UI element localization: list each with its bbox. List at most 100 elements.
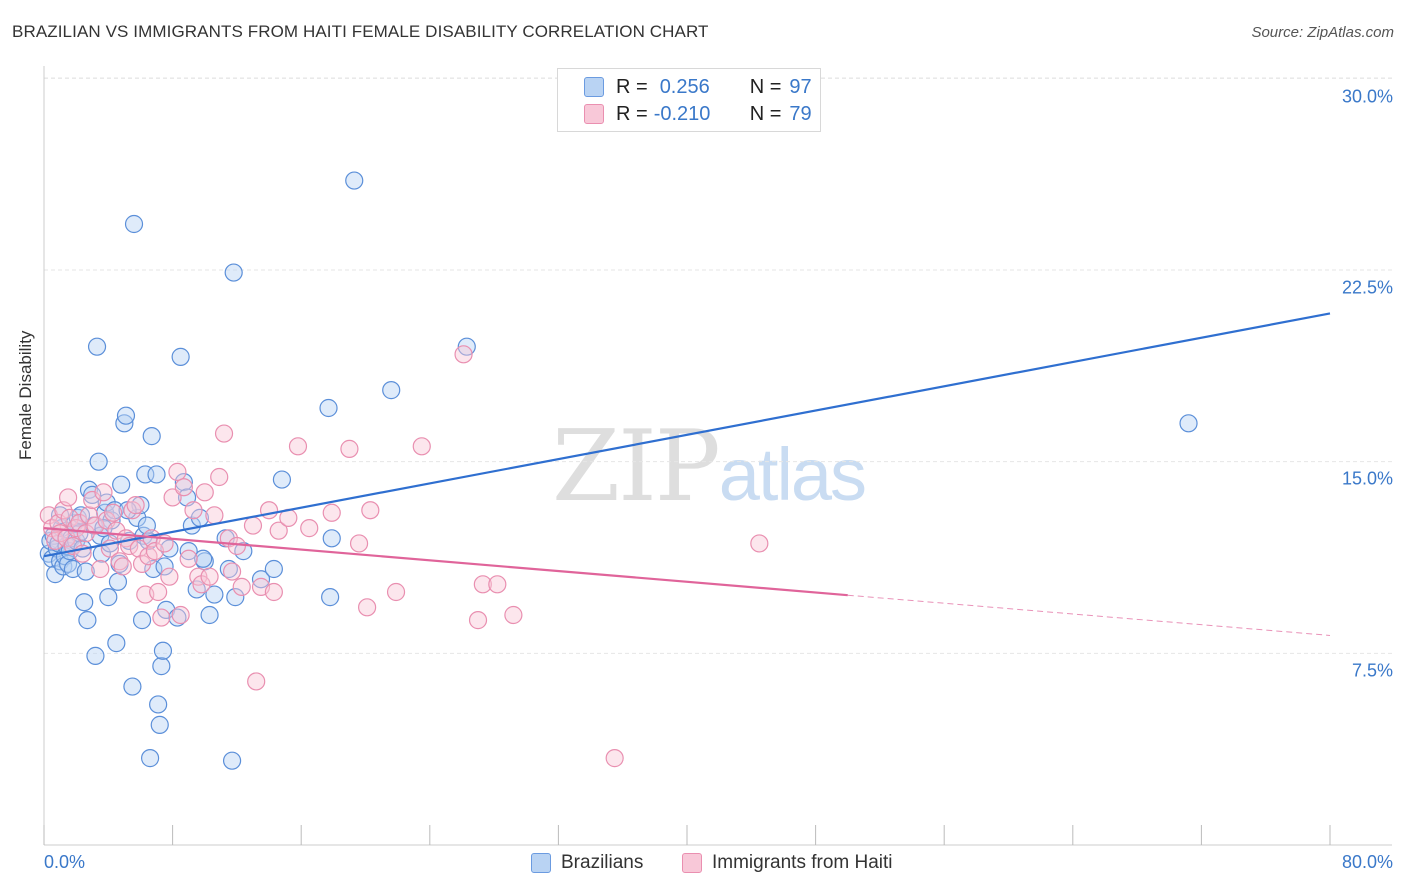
brazilian-point (149, 695, 168, 714)
source-credit: Source: ZipAtlas.com (1251, 24, 1394, 41)
brazilian-point (1179, 414, 1198, 433)
x-tick-label: 80.0% (1341, 852, 1393, 872)
brazilian-point (78, 611, 97, 630)
haiti-point (349, 534, 369, 553)
haiti-point (504, 605, 523, 625)
brazilian-point (153, 641, 173, 660)
trend-line-solid (43, 527, 848, 597)
brazilian-point (251, 570, 271, 589)
brazilian-point (194, 549, 213, 568)
brazilian-point (115, 414, 134, 433)
haiti-point (168, 462, 187, 481)
haiti-point (126, 496, 145, 515)
haiti-point (152, 608, 171, 627)
r-label: R = (616, 75, 648, 98)
n-label: N = (749, 102, 782, 125)
brazilian-point (155, 557, 174, 576)
brazilian-point (124, 214, 144, 234)
brazilian-point (264, 559, 283, 579)
haiti-point (67, 519, 86, 538)
haiti-point (259, 501, 279, 520)
trend-line-dashed (847, 594, 1331, 636)
haiti-point (195, 483, 214, 502)
pink-swatch (584, 104, 604, 124)
legend-row-haiti: R = -0.210 N = 79 (584, 102, 812, 126)
haiti-point (473, 575, 492, 594)
haiti-point (454, 345, 473, 364)
haiti-point (110, 552, 129, 571)
brazilian-point (171, 347, 190, 366)
haiti-point (386, 582, 406, 602)
brazilian-point (219, 559, 238, 579)
haiti-point (200, 567, 219, 586)
y-tick-label: 30.0% (1341, 86, 1393, 107)
watermark-zip: ZIP (552, 410, 721, 524)
haiti-point (145, 542, 165, 561)
brazilian-point (140, 749, 160, 768)
haiti-point (184, 501, 203, 520)
r-value: -0.210 (653, 102, 711, 125)
n-label: N = (749, 75, 782, 98)
haiti-point (269, 521, 288, 540)
y-axis-label: Female Disability (16, 330, 35, 460)
pink-swatch (682, 853, 702, 873)
haiti-point (123, 501, 142, 520)
haiti-point (113, 557, 132, 576)
brazilian-point (150, 715, 169, 734)
n-value: 79 (789, 102, 812, 125)
haiti-point (264, 582, 283, 602)
haiti-point (91, 559, 110, 579)
haiti-point (361, 501, 380, 520)
brazilian-point (142, 427, 161, 446)
haiti-point (210, 467, 229, 487)
brazilian-point (86, 646, 105, 665)
brazilian-point (89, 452, 108, 471)
watermark: ZIPatlas (552, 410, 867, 524)
y-tick-label: 15.0% (1341, 468, 1393, 489)
haiti-point (179, 549, 198, 568)
n-value: 97 (789, 75, 812, 98)
haiti-point (171, 605, 190, 625)
brazilian-point (319, 398, 338, 418)
stats-legend: R = 0.256 N = 97 R = -0.210 N = 79 (557, 68, 821, 132)
brazilian-point (132, 611, 152, 630)
brazilian-point (179, 542, 198, 561)
haiti-point (160, 567, 179, 586)
brazilian-point (224, 263, 243, 282)
haiti-point (300, 519, 319, 538)
brazilian-point (147, 465, 166, 484)
brazilian-point (321, 588, 340, 607)
brazilian-point (222, 751, 242, 770)
r-label: R = (616, 102, 648, 125)
haiti-point (94, 483, 113, 502)
brazilian-point (75, 593, 94, 612)
brazilian-point (345, 171, 364, 190)
haiti-point (605, 749, 624, 768)
haiti-point (750, 534, 769, 553)
haiti-point (232, 577, 251, 596)
y-tick-label: 7.5% (1351, 660, 1393, 681)
chart-title: BRAZILIAN VS IMMIGRANTS FROM HAITI FEMAL… (12, 22, 709, 41)
haiti-point (163, 488, 182, 507)
brazilian-point (79, 480, 99, 499)
haiti-point (205, 506, 224, 525)
legend-label: Immigrants from Haiti (712, 852, 893, 873)
legend-label: Brazilians (561, 852, 644, 873)
brazilian-point (200, 605, 219, 625)
haiti-point (412, 437, 431, 456)
brazilian-point (87, 337, 107, 356)
brazilian-point (76, 562, 95, 581)
brazilian-point (205, 585, 224, 604)
haiti-point (59, 488, 78, 507)
haiti-point (340, 439, 359, 458)
y-tick-label: 22.5% (1341, 277, 1393, 298)
blue-swatch (531, 853, 551, 873)
brazilian-point (322, 529, 341, 548)
brazilian-point (168, 608, 187, 627)
blue-swatch (584, 77, 604, 97)
haiti-point (222, 562, 242, 581)
trend-line-solid (43, 312, 1331, 558)
brazilian-point (272, 470, 292, 489)
r-value: 0.256 (659, 75, 710, 98)
